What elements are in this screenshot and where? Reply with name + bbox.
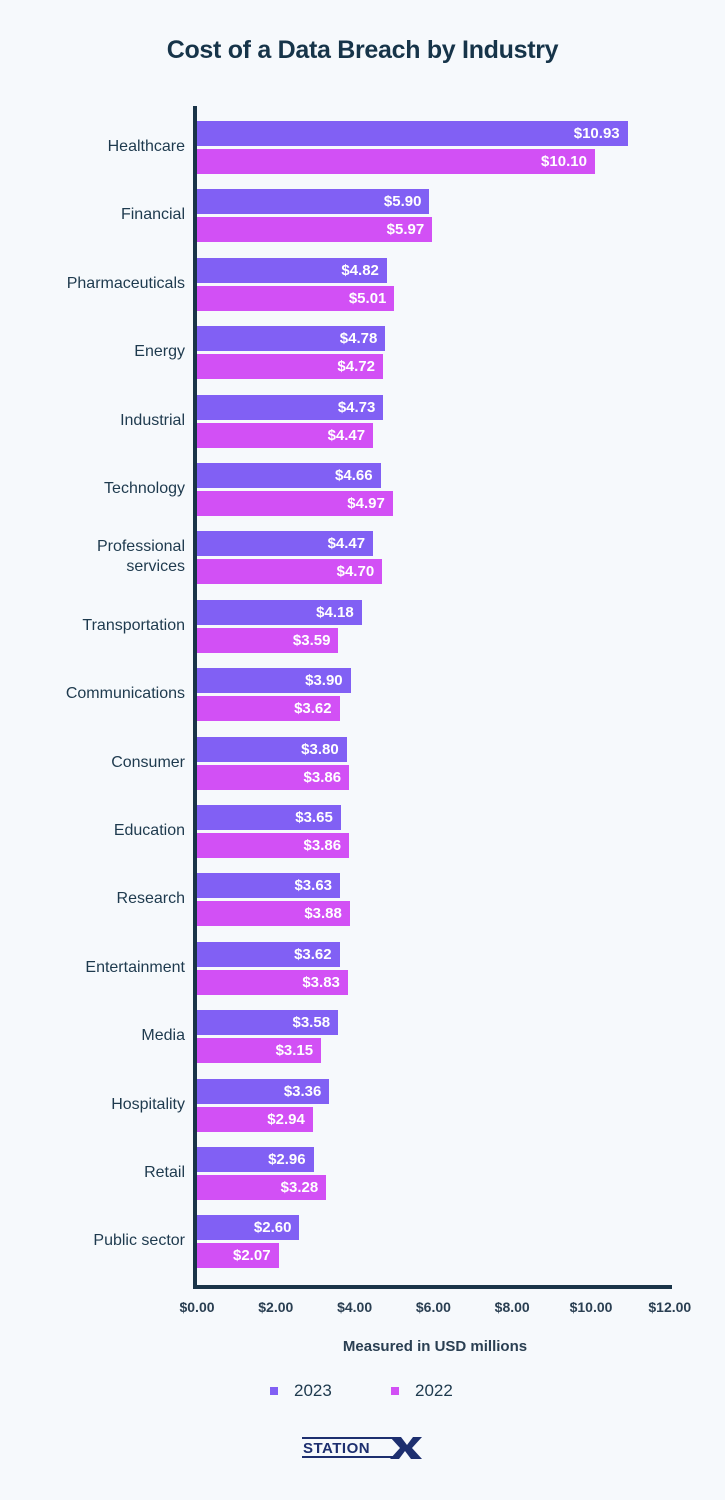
bar-2022: $4.97 (197, 491, 393, 516)
category-label: Research (116, 890, 185, 908)
bar-2023: $3.65 (197, 805, 341, 830)
bar-2023: $3.90 (197, 668, 351, 694)
bar-2022: $4.47 (197, 422, 374, 448)
legend-item-2022[interactable]: 2022 (391, 1381, 453, 1401)
category-label: Energy (134, 343, 185, 361)
category-label: Financial (120, 206, 185, 224)
bar-2023: $10.93 (197, 121, 628, 146)
bar-2023: $4.66 (197, 463, 381, 488)
bar-2022: $3.86 (197, 764, 350, 790)
bar-2023: $3.58 (197, 1010, 339, 1036)
category-label: Transportation (82, 616, 185, 634)
bar-2022: $2.07 (197, 1243, 279, 1269)
bar-2022: $3.62 (197, 696, 340, 722)
x-tick-label: $6.00 (415, 1299, 451, 1315)
bar-2023: $4.73 (197, 394, 384, 420)
bar-2022: $4.70 (197, 559, 383, 585)
bar-2023: $3.36 (197, 1078, 330, 1104)
x-tick-label: $0.00 (179, 1299, 215, 1315)
bar-2022: $3.83 (197, 969, 348, 995)
bar-2022: $5.01 (197, 285, 395, 311)
bar-2023: $2.96 (197, 1147, 314, 1172)
legend-swatch-2023 (270, 1387, 278, 1395)
x-tick-label: $8.00 (494, 1299, 530, 1315)
category-label: Communications (65, 685, 185, 703)
bar-2023: $5.90 (197, 189, 430, 215)
bar-2023: $4.18 (197, 599, 362, 625)
category-label: Technology (104, 480, 185, 497)
x-axis-line (193, 1285, 672, 1289)
category-label: Retail (144, 1164, 185, 1181)
x-tick-label: $10.00 (569, 1299, 613, 1315)
plot-area: Healthcare $10.93 $10.10 Financial $5.90 $5.9… (65, 106, 672, 1289)
bar-2023: $4.78 (197, 326, 386, 352)
legend-swatch-2022 (391, 1387, 399, 1395)
category-label: Industrial (120, 411, 185, 429)
bar-2022: $4.72 (197, 354, 383, 380)
x-tick-label: $4.00 (337, 1299, 373, 1315)
y-axis-line (193, 106, 197, 1289)
category-label: Professional services (96, 538, 185, 576)
legend-label-2022: 2022 (415, 1381, 453, 1400)
bar-2022: $3.28 (197, 1175, 327, 1200)
x-tick-label: $2.00 (258, 1299, 294, 1315)
category-label: Entertainment (85, 958, 185, 976)
bar-2022: $3.86 (197, 833, 350, 858)
bar-2023: $3.62 (197, 941, 340, 967)
brand-text: STATION (303, 1440, 370, 1457)
bar-2022: $10.10 (197, 149, 595, 174)
stationx-logo: STATION (302, 1436, 422, 1460)
chart-title: Cost of a Data Breach by Industry (166, 36, 559, 64)
category-label: Pharmaceuticals (66, 274, 185, 292)
category-label: Media (141, 1027, 185, 1045)
x-axis-label: Measured in USD millions (342, 1338, 528, 1355)
bar-2022: $2.94 (197, 1106, 313, 1132)
bar-2023: $4.82 (197, 257, 387, 283)
category-label: Education (113, 822, 185, 839)
bar-2022: $3.59 (197, 627, 339, 653)
category-label: Healthcare (107, 138, 185, 155)
bar-2023: $3.80 (197, 736, 347, 762)
bar-2022: $3.15 (197, 1038, 322, 1064)
category-label: Public sector (93, 1232, 185, 1250)
bar-2023: $4.47 (197, 531, 374, 557)
legend-item-2023[interactable]: 2023 (270, 1381, 332, 1401)
bar-2023: $3.63 (197, 873, 341, 899)
legend-label-2023: 2023 (294, 1381, 332, 1400)
x-tick-label: $12.00 (648, 1299, 692, 1315)
category-label: Hospitality (111, 1095, 185, 1113)
bar-2023: $2.60 (197, 1215, 300, 1241)
bar-2022: $3.88 (197, 901, 350, 927)
bar-2022: $5.97 (197, 217, 433, 243)
category-label: Consumer (111, 753, 185, 771)
